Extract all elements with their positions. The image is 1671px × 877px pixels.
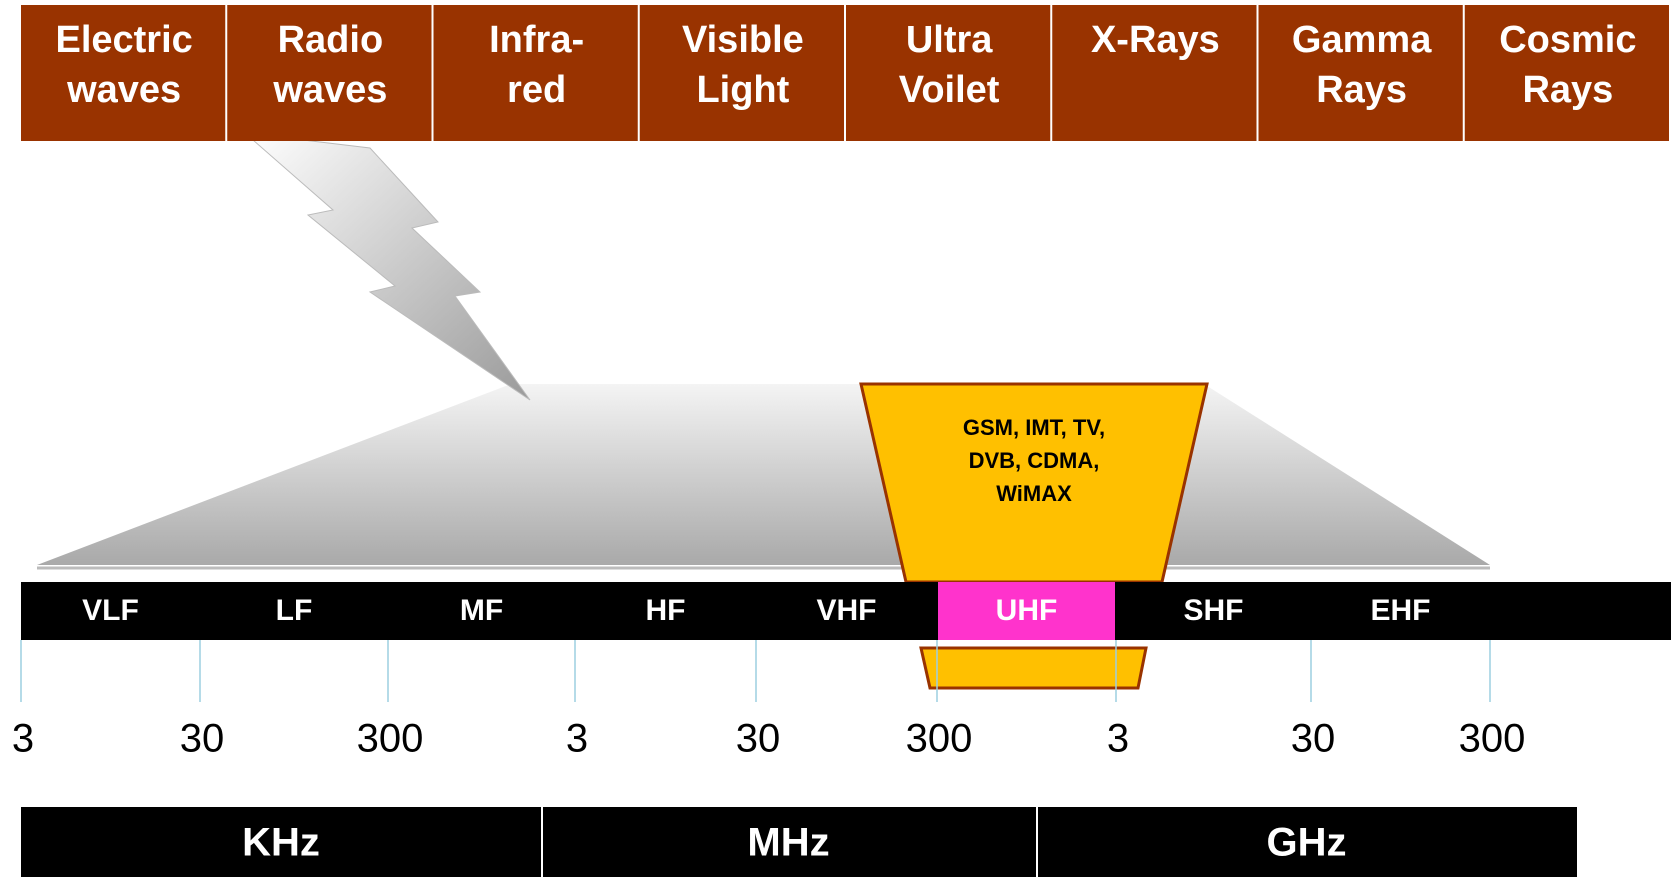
band-label: VHF bbox=[817, 594, 877, 627]
band-label: EHF bbox=[1371, 594, 1431, 627]
spectrum-label: Electric bbox=[55, 19, 192, 61]
lightning-bolt bbox=[245, 133, 530, 400]
tick-label: 30 bbox=[736, 717, 781, 761]
zoom-fan bbox=[37, 384, 1490, 565]
spectrum-label: Cosmic bbox=[1499, 19, 1636, 61]
band-label: SHF bbox=[1184, 594, 1244, 627]
tick-label: 30 bbox=[180, 717, 225, 761]
spectrum-label: waves bbox=[66, 69, 181, 111]
spectrum-label: Voilet bbox=[899, 69, 1000, 111]
spectrum-label: Rays bbox=[1316, 69, 1407, 111]
band-label: HF bbox=[646, 594, 686, 627]
tick-label: 3 bbox=[1107, 717, 1129, 761]
band-label: LF bbox=[276, 594, 313, 627]
spectrum-label: Rays bbox=[1522, 69, 1613, 111]
spectrum-label: Infra- bbox=[489, 19, 584, 61]
callout-text: GSM, IMT, TV, bbox=[963, 415, 1105, 440]
spectrum-label: X-Rays bbox=[1091, 19, 1220, 61]
spectrum-label: Gamma bbox=[1292, 19, 1432, 61]
spectrum-label: waves bbox=[272, 69, 387, 111]
tick-label: 3 bbox=[566, 717, 588, 761]
band-label: UHF bbox=[996, 594, 1058, 627]
spectrum-diagram: Electric waves Radio waves Infra-red Visible L… bbox=[0, 0, 1671, 877]
tick-label: 3 bbox=[12, 717, 34, 761]
band-label: MF bbox=[460, 594, 503, 627]
spectrum-label: Radio bbox=[278, 19, 384, 61]
callout-base bbox=[921, 648, 1146, 688]
spectrum-label: Light bbox=[696, 69, 789, 111]
tick-label: 30 bbox=[1291, 717, 1336, 761]
tick-label: 300 bbox=[357, 717, 424, 761]
spectrum-label: Visible bbox=[682, 19, 804, 61]
unit-label: KHz bbox=[242, 821, 320, 865]
tick-label: 300 bbox=[1459, 717, 1526, 761]
unit-label: GHz bbox=[1267, 821, 1347, 865]
tick-label: 300 bbox=[906, 717, 973, 761]
callout-text: WiMAX bbox=[996, 481, 1072, 506]
callout-text: DVB, CDMA, bbox=[969, 448, 1100, 473]
spectrum-label: red bbox=[507, 69, 566, 111]
unit-label: MHz bbox=[747, 821, 829, 865]
band-label: VLF bbox=[82, 594, 139, 627]
spectrum-label: Ultra bbox=[906, 19, 993, 61]
